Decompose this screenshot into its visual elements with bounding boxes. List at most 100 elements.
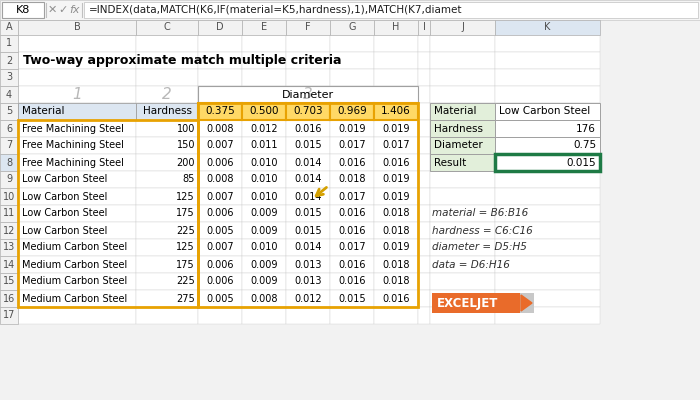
Text: 0.009: 0.009 xyxy=(251,208,278,218)
Text: 0.007: 0.007 xyxy=(206,140,234,150)
Text: J: J xyxy=(461,22,464,32)
Text: 4: 4 xyxy=(6,90,12,100)
Bar xyxy=(330,120,374,137)
Bar xyxy=(198,273,242,290)
Text: 0.019: 0.019 xyxy=(382,174,410,184)
Text: I: I xyxy=(423,22,426,32)
Bar xyxy=(374,137,418,154)
Text: Low Carbon Steel: Low Carbon Steel xyxy=(22,226,107,236)
Bar xyxy=(330,205,374,222)
Bar xyxy=(198,256,242,273)
Bar xyxy=(374,120,418,137)
Text: C: C xyxy=(164,22,170,32)
Text: 0.016: 0.016 xyxy=(338,226,365,236)
Bar xyxy=(495,290,600,307)
Bar xyxy=(18,154,136,171)
Bar xyxy=(286,307,330,324)
Text: 16: 16 xyxy=(3,294,15,304)
Bar xyxy=(374,307,418,324)
Text: data = D6:H16: data = D6:H16 xyxy=(432,260,510,270)
Bar xyxy=(18,290,136,307)
Bar xyxy=(432,293,520,313)
Bar xyxy=(18,120,136,137)
Bar xyxy=(242,154,286,171)
Bar xyxy=(418,103,430,120)
Bar xyxy=(374,171,418,188)
Text: 125: 125 xyxy=(176,192,195,202)
Text: Material: Material xyxy=(434,106,477,116)
Text: 0.009: 0.009 xyxy=(251,226,278,236)
Bar xyxy=(18,205,136,222)
Bar xyxy=(198,103,242,120)
Bar xyxy=(0,69,18,86)
Bar xyxy=(495,86,600,103)
Bar xyxy=(198,171,242,188)
Bar xyxy=(430,69,495,86)
Text: 0.015: 0.015 xyxy=(294,226,322,236)
Text: 7: 7 xyxy=(6,140,12,150)
Bar xyxy=(495,137,600,154)
Bar xyxy=(136,137,198,154)
Bar xyxy=(198,120,242,137)
Bar xyxy=(286,86,330,103)
Text: 9: 9 xyxy=(6,174,12,184)
Bar xyxy=(495,222,600,239)
Bar xyxy=(18,137,136,154)
Bar xyxy=(430,137,495,154)
Text: 0.013: 0.013 xyxy=(294,276,322,286)
Text: K: K xyxy=(545,22,551,32)
Bar xyxy=(495,137,600,154)
Bar xyxy=(330,103,374,120)
Text: 0.018: 0.018 xyxy=(338,174,365,184)
Bar xyxy=(0,222,18,239)
Bar xyxy=(430,20,495,35)
Text: EXCELJET: EXCELJET xyxy=(437,296,498,310)
Bar xyxy=(495,307,600,324)
Bar xyxy=(18,273,136,290)
Bar xyxy=(136,120,198,137)
Text: 5: 5 xyxy=(6,106,12,116)
Text: 0.017: 0.017 xyxy=(338,140,366,150)
Text: 0.019: 0.019 xyxy=(382,242,410,252)
Text: 0.014: 0.014 xyxy=(294,242,322,252)
Bar xyxy=(330,290,374,307)
Bar xyxy=(18,103,136,120)
Bar xyxy=(198,188,242,205)
Bar xyxy=(198,205,242,222)
Text: D: D xyxy=(216,22,224,32)
Bar xyxy=(136,273,198,290)
Text: 0.006: 0.006 xyxy=(206,260,234,270)
Bar xyxy=(330,137,374,154)
Text: A: A xyxy=(6,22,13,32)
Bar xyxy=(330,222,374,239)
Text: 0.015: 0.015 xyxy=(294,208,322,218)
Bar xyxy=(242,52,286,69)
Bar xyxy=(136,273,198,290)
Bar xyxy=(136,103,198,120)
Bar xyxy=(374,205,418,222)
Bar xyxy=(374,171,418,188)
Text: 0.009: 0.009 xyxy=(251,276,278,286)
Text: ✓: ✓ xyxy=(58,5,68,15)
Bar xyxy=(286,239,330,256)
Bar xyxy=(330,154,374,171)
Bar xyxy=(330,239,374,256)
Text: 0.015: 0.015 xyxy=(566,158,596,168)
Bar xyxy=(0,103,18,120)
Bar xyxy=(242,239,286,256)
Bar xyxy=(374,52,418,69)
Bar xyxy=(330,154,374,171)
Bar xyxy=(18,239,136,256)
Bar xyxy=(0,86,18,103)
Bar xyxy=(374,205,418,222)
Text: 0.018: 0.018 xyxy=(382,226,410,236)
Text: Diameter: Diameter xyxy=(282,90,334,100)
Text: 225: 225 xyxy=(176,226,195,236)
Bar xyxy=(286,222,330,239)
Bar xyxy=(418,35,430,52)
Bar xyxy=(2,2,44,18)
Bar xyxy=(198,120,242,137)
Text: 0.010: 0.010 xyxy=(251,192,278,202)
Bar xyxy=(0,137,18,154)
Bar xyxy=(0,239,18,256)
